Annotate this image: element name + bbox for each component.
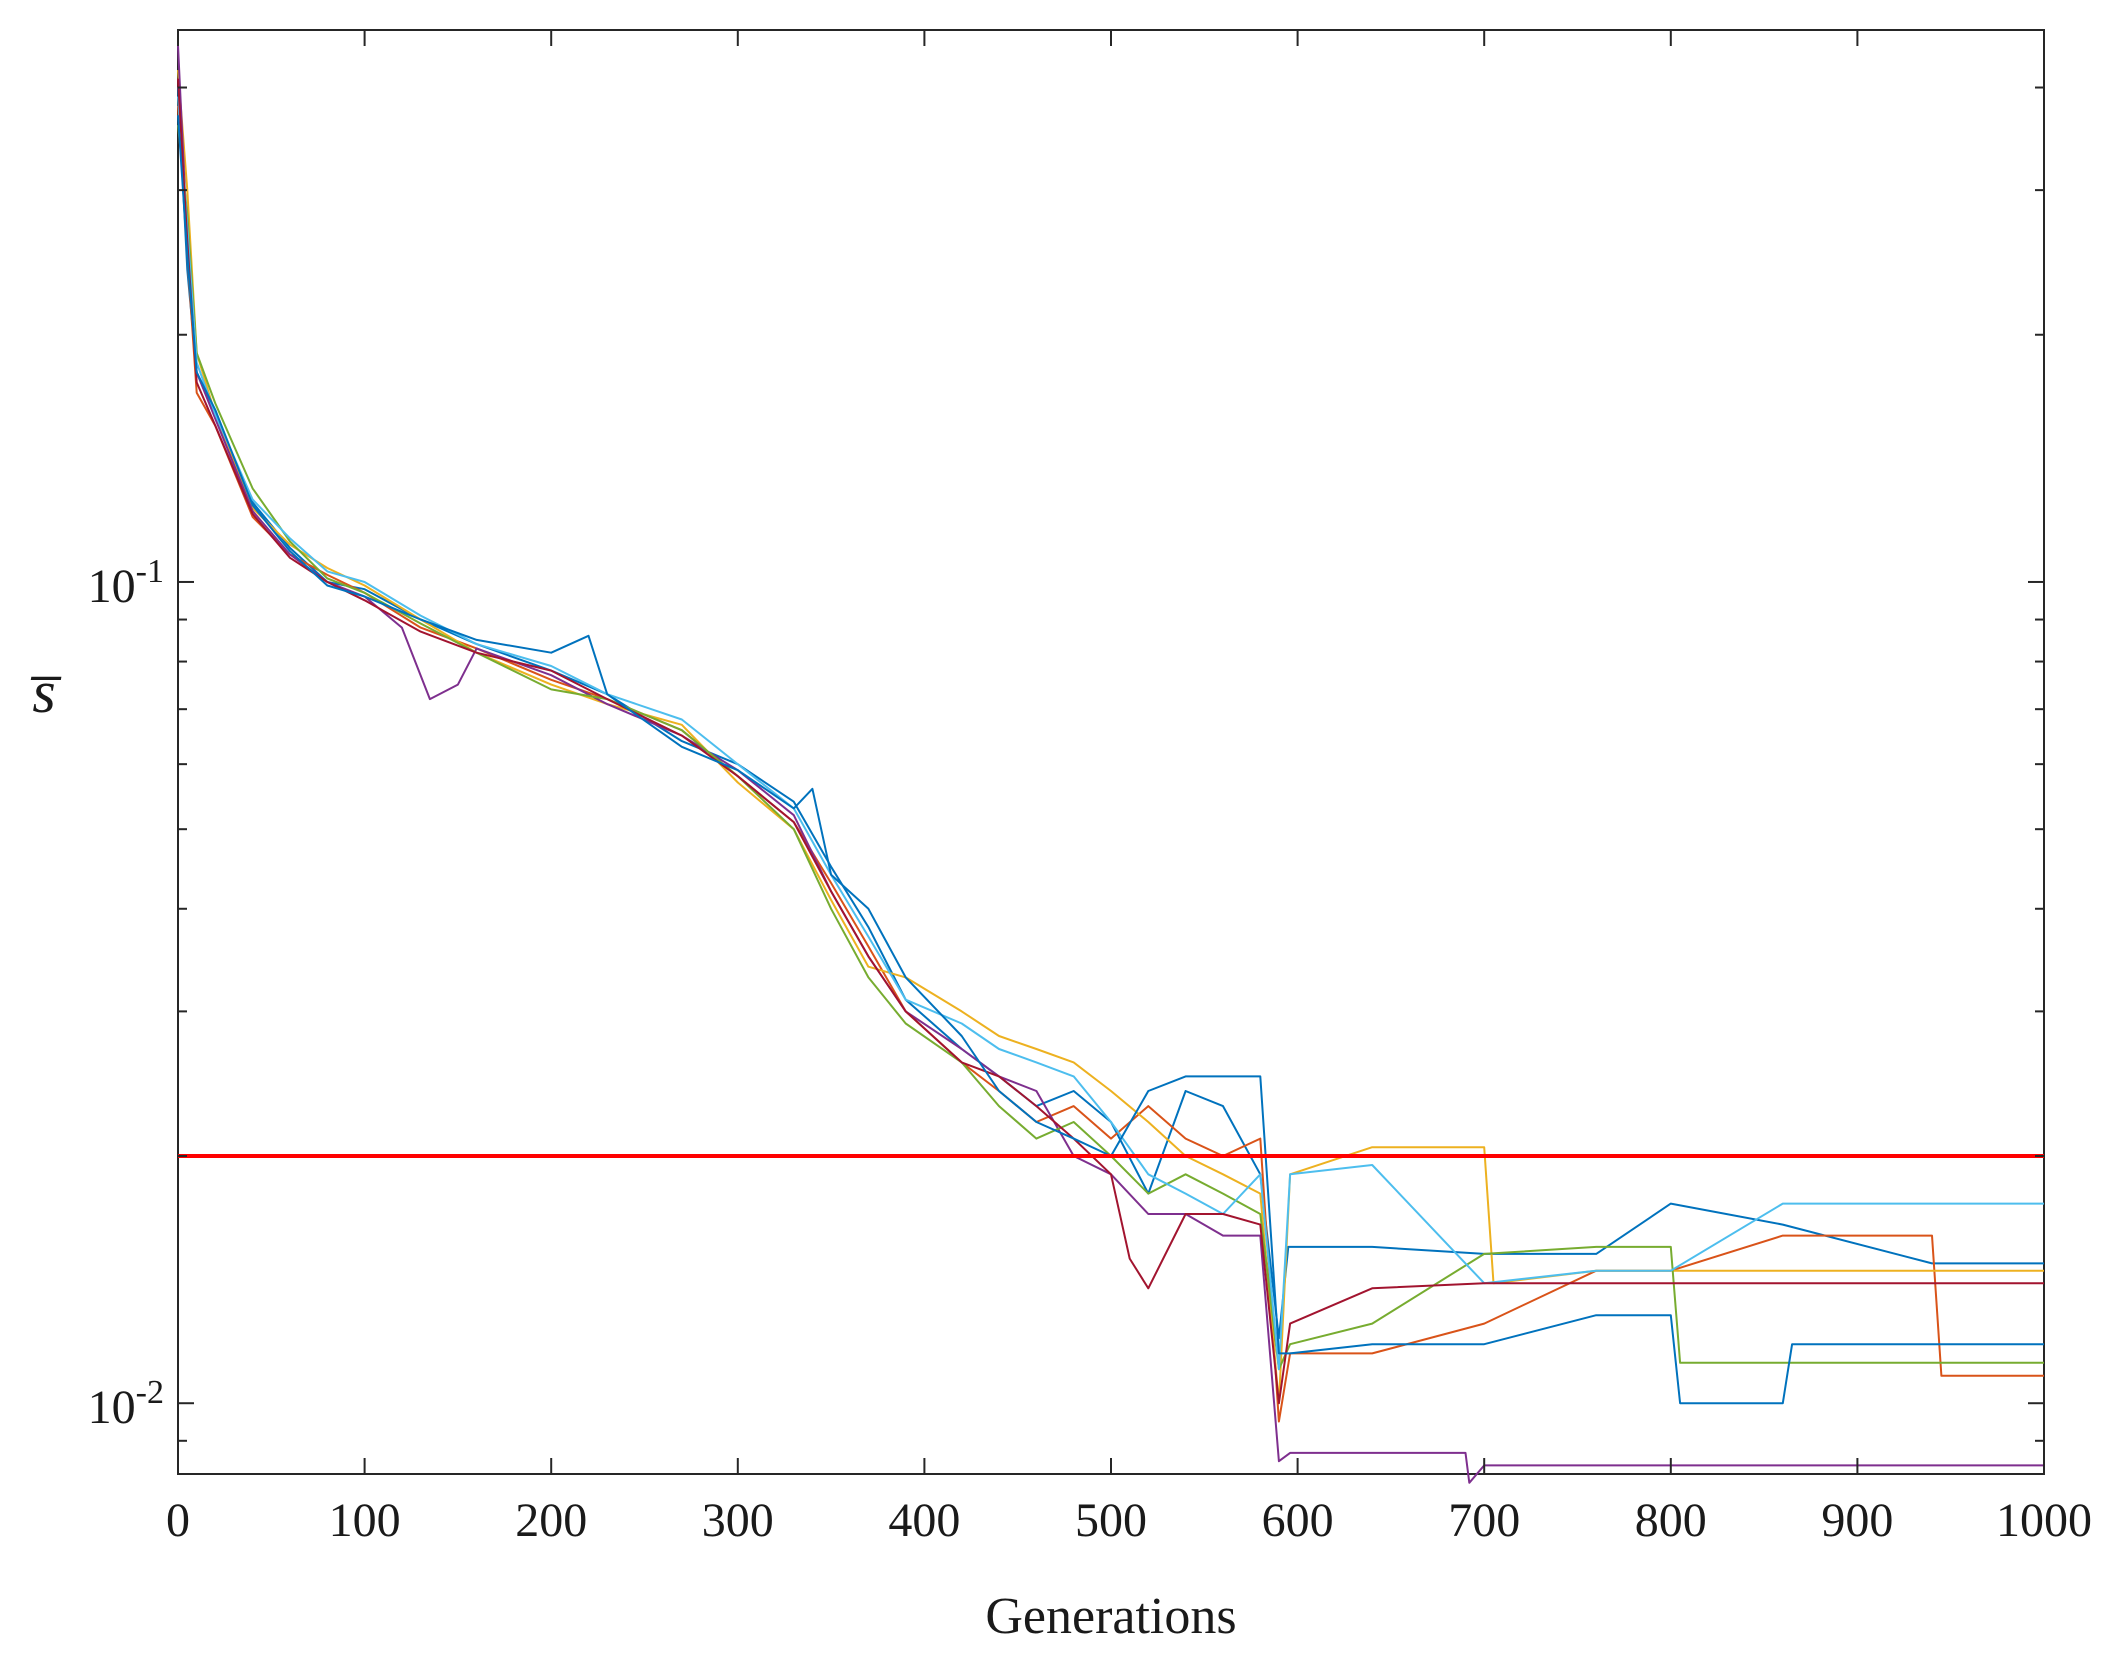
series-line-8 bbox=[177, 115, 2044, 1405]
y-tick-labels: 10-1 10-2 bbox=[88, 553, 164, 1434]
x-tick-label: 800 bbox=[1635, 1494, 1707, 1547]
series-layer bbox=[177, 45, 2044, 1484]
x-tick-label: 1000 bbox=[1996, 1494, 2092, 1547]
plot-frame bbox=[177, 29, 2045, 1475]
x-tick-labels: 0 100 200 300 400 500 600 700 800 900 1000 bbox=[166, 1494, 2092, 1547]
tick-layer bbox=[177, 30, 2045, 1474]
series-line-7 bbox=[177, 78, 2044, 1405]
x-tick-label: 900 bbox=[1821, 1494, 1893, 1547]
x-axis-label: Generations bbox=[985, 1588, 1236, 1645]
y-tick-label: 10-1 bbox=[88, 553, 164, 613]
x-tick-label: 600 bbox=[1262, 1494, 1334, 1547]
x-tick-label: 300 bbox=[702, 1494, 774, 1547]
series-line-5 bbox=[177, 124, 2044, 1371]
x-tick-label: 400 bbox=[888, 1494, 960, 1547]
y-tick-label: 10-2 bbox=[88, 1374, 164, 1434]
x-tick-label: 0 bbox=[166, 1494, 190, 1547]
x-tick-label: 500 bbox=[1075, 1494, 1147, 1547]
x-tick-label: 700 bbox=[1448, 1494, 1520, 1547]
series-line-6 bbox=[177, 96, 2044, 1371]
x-tick-label: 100 bbox=[329, 1494, 401, 1547]
plot-area bbox=[177, 29, 2045, 1484]
x-tick-label: 200 bbox=[515, 1494, 587, 1547]
y-axis-label: s̅ bbox=[30, 659, 62, 725]
